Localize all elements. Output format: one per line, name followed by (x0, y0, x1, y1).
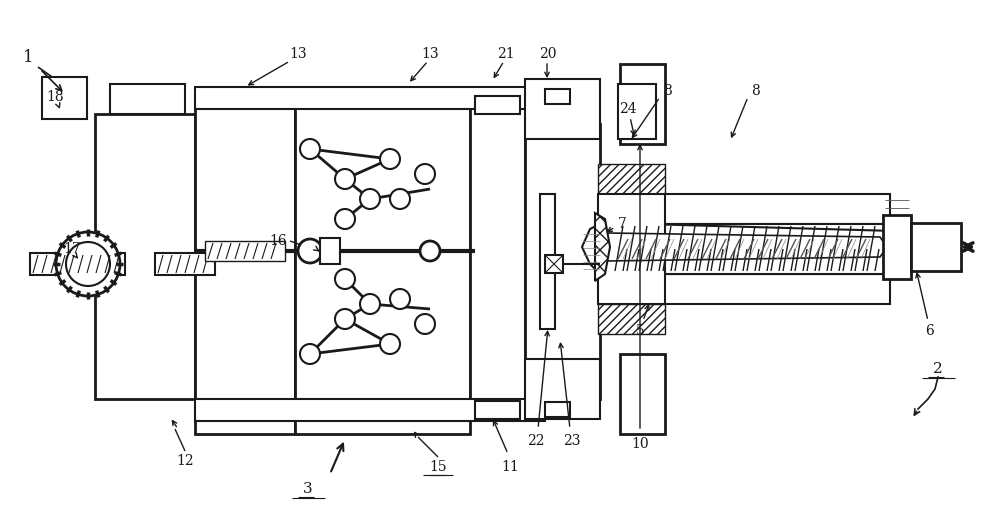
Circle shape (390, 189, 410, 209)
Text: 22: 22 (527, 434, 545, 448)
Bar (295, 89, 470, 434)
Text: 18: 18 (46, 90, 64, 104)
Bar (525, 359, 600, 419)
Bar (155, 253, 215, 275)
Text: 1: 1 (23, 49, 33, 66)
Text: 24: 24 (619, 102, 637, 116)
Text: 23: 23 (563, 434, 581, 448)
Bar (205, 241, 285, 261)
Bar (911, 223, 961, 271)
Bar (42, 77, 87, 119)
Text: 2: 2 (933, 362, 943, 376)
Circle shape (66, 242, 110, 286)
Polygon shape (582, 224, 600, 274)
Text: 8: 8 (751, 84, 759, 98)
Circle shape (360, 294, 380, 314)
Bar (475, 401, 520, 419)
Bar (545, 89, 570, 104)
Text: 3: 3 (303, 482, 313, 496)
Text: 11: 11 (501, 460, 519, 474)
Circle shape (420, 241, 440, 261)
Text: 12: 12 (176, 454, 194, 468)
Bar (540, 194, 555, 329)
Circle shape (415, 314, 435, 334)
Bar (110, 84, 185, 114)
Polygon shape (607, 233, 887, 261)
Bar (598, 194, 665, 304)
Bar (545, 402, 570, 417)
Bar (195, 399, 545, 421)
Polygon shape (197, 189, 290, 269)
Bar (620, 354, 665, 434)
Text: 16: 16 (269, 234, 287, 248)
Bar (475, 96, 520, 114)
Bar (610, 194, 890, 224)
Text: 8: 8 (664, 84, 672, 98)
Text: 7: 7 (618, 217, 626, 231)
Circle shape (300, 139, 320, 159)
Polygon shape (598, 164, 665, 194)
Circle shape (335, 269, 355, 289)
Circle shape (298, 239, 322, 263)
Text: 15: 15 (429, 460, 447, 474)
Circle shape (360, 189, 380, 209)
Circle shape (335, 169, 355, 189)
Text: 10: 10 (631, 437, 649, 451)
Circle shape (335, 309, 355, 329)
Text: 21: 21 (497, 47, 515, 61)
Bar (610, 224, 890, 274)
Bar (545, 255, 563, 273)
Bar (320, 238, 340, 264)
Text: 13: 13 (289, 47, 307, 61)
Bar (525, 124, 600, 399)
Bar (618, 84, 656, 139)
Text: 6: 6 (926, 324, 934, 338)
Circle shape (56, 232, 120, 296)
Bar (883, 215, 911, 279)
Bar (30, 253, 125, 275)
Circle shape (335, 209, 355, 229)
Circle shape (300, 344, 320, 364)
Circle shape (390, 289, 410, 309)
Bar (610, 274, 890, 304)
Polygon shape (598, 304, 665, 334)
Circle shape (380, 149, 400, 169)
Bar (195, 87, 545, 109)
Text: 13: 13 (421, 47, 439, 61)
Bar (195, 89, 295, 434)
Circle shape (415, 164, 435, 184)
Circle shape (380, 334, 400, 354)
Text: 5: 5 (636, 324, 644, 338)
Bar (525, 79, 600, 139)
Polygon shape (595, 213, 610, 281)
Text: 20: 20 (539, 47, 557, 61)
Polygon shape (197, 289, 290, 379)
Bar (95, 114, 195, 399)
Polygon shape (600, 223, 895, 274)
Text: 17: 17 (63, 242, 81, 256)
Bar (470, 94, 525, 419)
Bar (620, 64, 665, 144)
